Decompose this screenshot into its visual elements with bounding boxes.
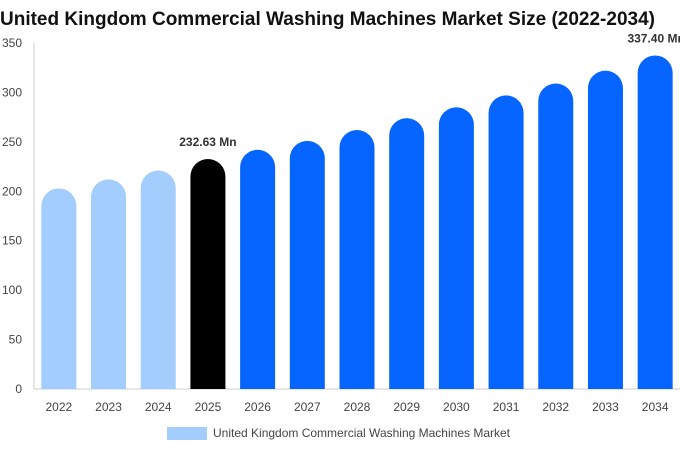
x-tick-label: 2025 [195, 400, 222, 414]
bar-2034 [637, 55, 673, 390]
x-tick-label: 2023 [95, 400, 122, 414]
bar-2029 [389, 118, 425, 390]
x-tick-label: 2029 [393, 400, 420, 414]
bar-2033 [587, 70, 623, 390]
x-tick-label: 2032 [542, 400, 569, 414]
bar-2032 [538, 83, 574, 389]
x-tick-label: 2027 [294, 400, 321, 414]
y-tick-label: 250 [2, 135, 22, 149]
y-tick-label: 350 [2, 36, 22, 50]
chart-title: United Kingdom Commercial Washing Machin… [0, 9, 655, 30]
data-labels: 232.63 Mn 337.40 Mn [179, 31, 680, 149]
x-tick-label: 2034 [642, 400, 669, 414]
x-tick-label: 2024 [145, 400, 172, 414]
x-tick-label: 2026 [244, 400, 271, 414]
x-tick-label: 2031 [493, 400, 520, 414]
bar-2022 [41, 188, 77, 389]
bar-2026 [240, 149, 276, 389]
legend-label: United Kingdom Commercial Washing Machin… [213, 426, 510, 440]
bar-2030 [438, 107, 474, 389]
y-tick-label: 100 [2, 283, 22, 297]
y-tick-label: 50 [9, 333, 23, 347]
bar-2027 [289, 140, 325, 389]
x-tick-label: 2022 [45, 400, 72, 414]
bars [41, 55, 673, 390]
data-label: 232.63 Mn [179, 135, 236, 149]
y-tick-label: 0 [15, 382, 22, 396]
y-tick-label: 300 [2, 85, 22, 99]
bar-2024 [140, 170, 176, 389]
legend: United Kingdom Commercial Washing Machin… [167, 426, 510, 440]
legend-swatch [167, 426, 207, 440]
data-label: 337.40 Mn [627, 31, 680, 45]
y-axis-ticks: 0 50 100 150 200 250 300 350 [2, 36, 22, 396]
x-tick-label: 2030 [443, 400, 470, 414]
bar-2025 [190, 159, 226, 389]
y-tick-label: 150 [2, 234, 22, 248]
bar-2028 [339, 129, 375, 389]
bar-2023 [91, 179, 127, 389]
y-tick-label: 200 [2, 184, 22, 198]
bar-2031 [488, 95, 524, 389]
x-axis-ticks: 2022 2023 2024 2025 2026 2027 2028 2029 2030 2031… [45, 400, 668, 414]
x-tick-label: 2028 [344, 400, 371, 414]
x-tick-label: 2033 [592, 400, 619, 414]
